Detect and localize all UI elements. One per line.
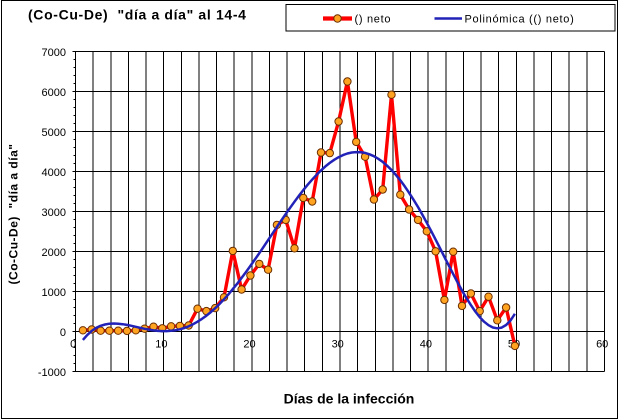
svg-text:5000: 5000 — [42, 127, 66, 139]
svg-text:Polinómica (() neto): Polinómica (() neto) — [465, 14, 575, 26]
svg-text:6000: 6000 — [42, 87, 66, 99]
svg-text:(Co-Cu-De) "día a día": (Co-Cu-De) "día a día" — [7, 144, 21, 285]
svg-text:1000: 1000 — [42, 287, 66, 299]
svg-text:0: 0 — [70, 338, 76, 350]
svg-text:3000: 3000 — [42, 207, 66, 219]
svg-text:() neto: () neto — [355, 14, 392, 26]
svg-text:2000: 2000 — [42, 247, 66, 259]
svg-text:60: 60 — [596, 338, 608, 350]
svg-text:30: 30 — [332, 338, 344, 350]
svg-text:4000: 4000 — [42, 167, 66, 179]
svg-text:40: 40 — [420, 338, 432, 350]
svg-text:(Co-Cu-De) "día a día" al 14-: (Co-Cu-De) "día a día" al 14-4 — [28, 7, 247, 23]
svg-text:7000: 7000 — [42, 47, 66, 59]
svg-text:Días de la infección: Días de la infección — [284, 391, 415, 407]
svg-text:0: 0 — [60, 327, 66, 339]
svg-text:-1000: -1000 — [38, 367, 66, 379]
svg-text:10: 10 — [155, 338, 167, 350]
svg-text:20: 20 — [243, 338, 255, 350]
